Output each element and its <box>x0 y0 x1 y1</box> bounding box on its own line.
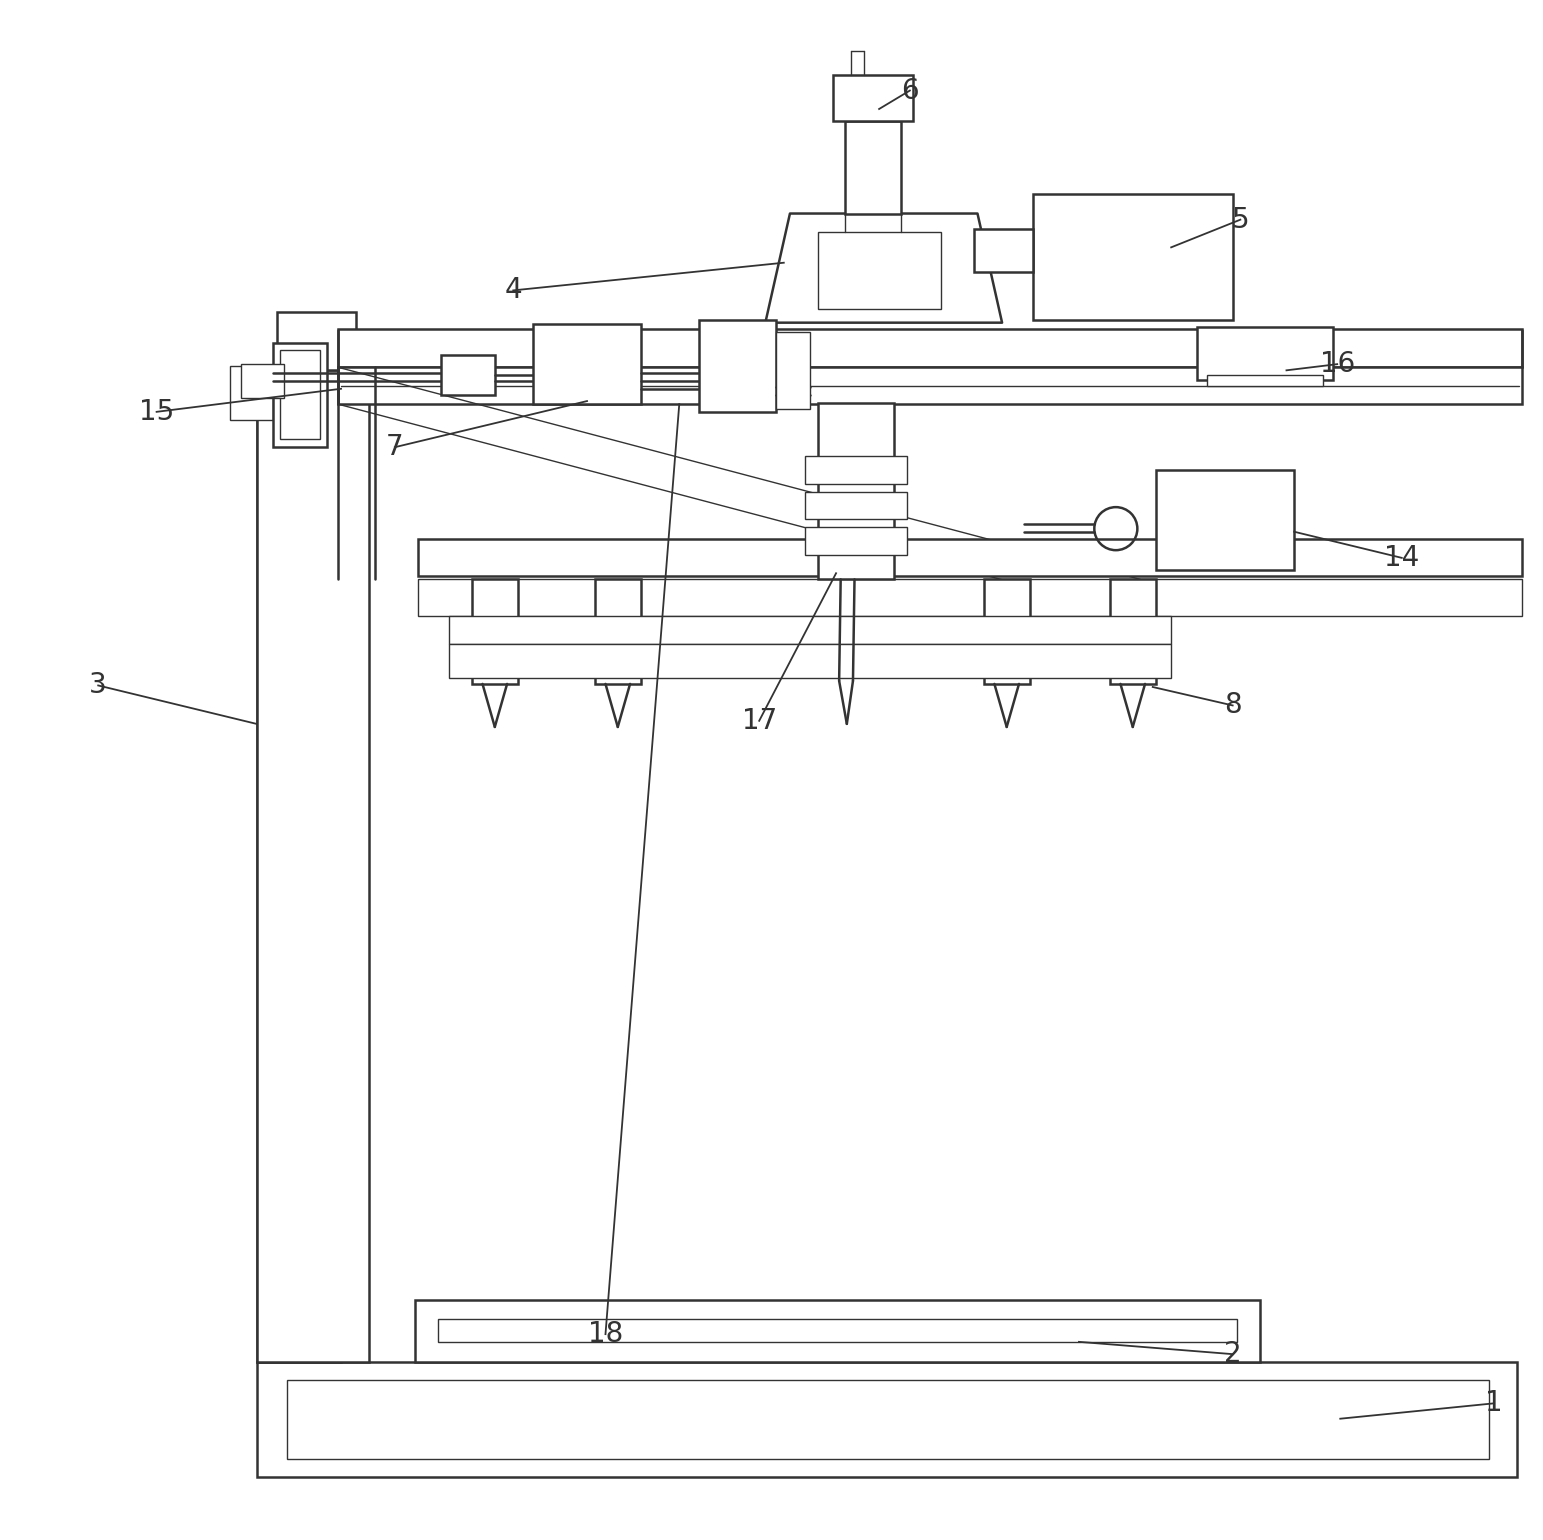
Text: 16: 16 <box>1319 350 1355 379</box>
Bar <box>975 229 1032 273</box>
Bar <box>418 579 1521 616</box>
Bar <box>805 527 907 554</box>
Text: 17: 17 <box>742 707 776 735</box>
Text: 18: 18 <box>588 1320 623 1348</box>
Text: 7: 7 <box>386 433 404 460</box>
Text: 14: 14 <box>1384 544 1420 571</box>
Text: 6: 6 <box>901 77 918 105</box>
Bar <box>276 313 356 370</box>
Bar <box>415 1300 1261 1361</box>
Bar <box>449 644 1171 678</box>
Bar <box>776 333 810 408</box>
Bar <box>287 1380 1489 1458</box>
Bar <box>846 122 901 214</box>
Bar <box>594 579 640 684</box>
Bar <box>699 320 776 411</box>
Text: 4: 4 <box>505 276 522 305</box>
Bar <box>983 579 1029 684</box>
Bar <box>279 350 319 439</box>
Bar <box>230 365 273 419</box>
Text: 8: 8 <box>1224 691 1242 719</box>
Bar <box>833 75 913 122</box>
Bar <box>1156 470 1295 570</box>
Bar <box>1207 374 1324 385</box>
Bar <box>418 539 1521 576</box>
Text: 1: 1 <box>1486 1389 1503 1417</box>
Text: 3: 3 <box>89 671 106 699</box>
Bar <box>1032 194 1233 320</box>
Bar <box>534 325 640 403</box>
Bar <box>256 370 369 1361</box>
Bar <box>273 343 327 447</box>
Bar <box>256 370 341 1361</box>
Text: 15: 15 <box>139 397 174 427</box>
Bar <box>805 456 907 484</box>
Polygon shape <box>765 214 1001 323</box>
Bar <box>805 491 907 519</box>
Bar <box>818 233 941 310</box>
Bar <box>438 1318 1237 1341</box>
Bar <box>276 370 341 1361</box>
Bar <box>338 330 1521 367</box>
Bar <box>1197 328 1333 379</box>
Bar <box>472 579 518 684</box>
Bar <box>1109 579 1156 684</box>
Bar <box>441 354 495 394</box>
Bar <box>449 616 1171 644</box>
Bar <box>338 367 1521 403</box>
Bar <box>818 402 895 579</box>
Bar <box>256 1361 1517 1477</box>
Bar <box>241 363 284 397</box>
Text: 2: 2 <box>1224 1340 1242 1368</box>
Text: 5: 5 <box>1231 206 1250 234</box>
